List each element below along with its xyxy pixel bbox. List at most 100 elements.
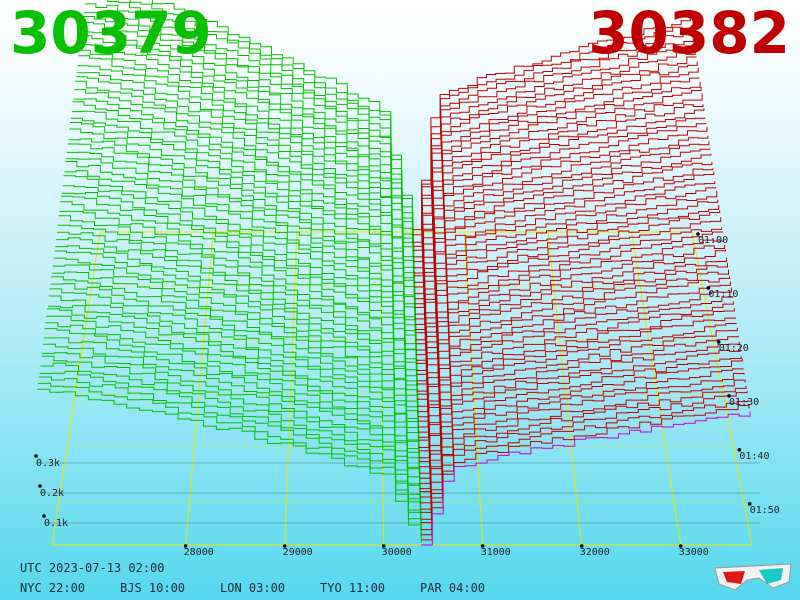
ask-depth-line: [416, 187, 717, 364]
ask-depth-line: [412, 25, 692, 236]
bid-depth-line: [52, 271, 420, 453]
bid-depth-line: [58, 215, 418, 412]
bid-depth-line: [85, 3, 414, 248]
par-time: PAR 04:00: [420, 581, 486, 595]
bid-depth-line: [69, 128, 417, 344]
x-tick-label: 30000: [382, 547, 412, 558]
ask-depth-line: [415, 148, 711, 334]
bid-depth-line: [68, 138, 417, 350]
time-tick-label: 01:30: [729, 397, 759, 408]
x-tick-mark: [579, 544, 584, 548]
ask-depth-line: [420, 379, 746, 520]
x-tick-label: 29000: [283, 547, 313, 558]
bid-depth-line: [41, 355, 422, 517]
bid-depth-line: [48, 295, 420, 474]
nyc-time: NYC 22:00: [20, 581, 86, 595]
y-tick-mark: [38, 484, 42, 488]
utc-time: UTC 2023-07-13 02:00: [20, 561, 165, 575]
x-tick-label: 31000: [481, 547, 511, 558]
bid-depth-line: [67, 143, 417, 356]
ask-depth-line: [415, 171, 715, 356]
x-tick-label: 33000: [679, 547, 709, 558]
bid-depth-line: [80, 44, 415, 278]
bid-price: 30379: [10, 0, 212, 67]
ask-depth-line: [415, 135, 709, 325]
ask-depth-series: [412, 17, 751, 546]
ask-depth-line: [416, 190, 718, 371]
tyo-time: TYO 11:00: [320, 581, 386, 595]
ask-depth-line: [416, 217, 722, 392]
ask-depth-line: [413, 77, 700, 277]
ask-depth-line: [415, 162, 713, 345]
ask-depth-line: [414, 126, 708, 320]
ask-depth-line: [412, 43, 695, 251]
time-tick-mark: [696, 232, 700, 236]
ask-depth-line: [417, 257, 727, 422]
ask-depth-line: [418, 287, 732, 448]
time-tick-label: 01:00: [698, 235, 728, 246]
bid-depth-line: [78, 55, 415, 289]
bid-depth-line: [70, 122, 416, 340]
time-tick-label: 01:50: [750, 505, 780, 516]
ask-depth-line: [420, 356, 742, 498]
ask-depth-line: [414, 93, 703, 295]
ask-depth-line: [416, 199, 719, 375]
ask-depth-line: [417, 231, 724, 400]
bid-depth-line: [50, 283, 420, 463]
ask-depth-line: [421, 411, 751, 546]
ask-depth-line: [412, 29, 693, 243]
bid-depth-line: [42, 343, 421, 508]
bid-depth-line: [72, 101, 416, 323]
y-tick-label: 0.2k: [40, 488, 64, 499]
ask-depth-line: [421, 400, 749, 536]
bid-depth-line: [43, 337, 421, 504]
x-grid-line: [185, 231, 214, 546]
time-tick-label: 01:40: [739, 451, 769, 462]
ask-depth-line: [419, 345, 741, 493]
y-tick-mark: [34, 454, 38, 458]
x-grid-line: [284, 231, 298, 546]
bid-depth-line: [74, 89, 416, 312]
ask-depth-line: [419, 317, 736, 468]
ask-depth-line: [420, 385, 747, 523]
bid-depth-line: [73, 98, 416, 320]
bid-depth-line: [81, 31, 414, 268]
ask-price: 30382: [588, 0, 790, 67]
ask-depth-line: [415, 168, 714, 351]
ask-depth-line: [413, 56, 697, 263]
y-tick-label: 0.1k: [44, 518, 68, 529]
bid-depth-line: [57, 224, 419, 416]
ask-depth-line: [418, 301, 734, 459]
ask-depth-line: [416, 181, 716, 361]
ask-depth-line: [420, 358, 743, 504]
bid-depth-line: [47, 305, 420, 479]
ask-depth-line: [413, 82, 701, 283]
bid-depth-line: [151, 0, 413, 232]
ask-depth-line: [417, 227, 723, 395]
bid-depth-line: [52, 264, 419, 448]
bid-depth-line: [71, 117, 416, 334]
y-tick-label: 0.3k: [36, 458, 60, 469]
time-tick-mark: [737, 448, 742, 452]
bid-depth-line: [38, 382, 422, 539]
ask-depth-line: [421, 405, 750, 541]
bid-depth-line: [53, 257, 419, 441]
ask-depth-line: [418, 276, 730, 438]
bid-depth-line: [54, 250, 419, 438]
ask-depth-line: [420, 391, 748, 531]
3d-glasses-icon[interactable]: [713, 560, 793, 594]
time-tick-mark: [747, 502, 752, 506]
ask-depth-line: [419, 323, 737, 474]
ask-depth-line: [413, 87, 702, 288]
chart-labels: 28000 29000 30000 31000 32000 33000 01:00 01:10…: [34, 232, 780, 558]
ask-depth-line: [413, 61, 698, 269]
time-tick-mark: [706, 286, 711, 290]
ask-depth-line: [414, 108, 705, 305]
ask-depth-line: [417, 249, 727, 418]
ask-depth-line: [418, 281, 731, 441]
bid-depth-line: [79, 49, 415, 282]
ask-depth-line: [415, 153, 712, 341]
y-tick-mark: [42, 514, 46, 518]
ask-depth-line: [417, 262, 728, 428]
